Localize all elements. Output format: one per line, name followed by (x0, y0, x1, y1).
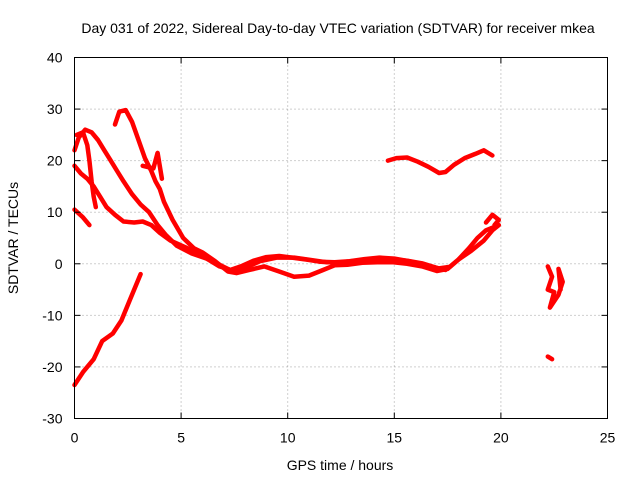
y-tick-label: -30 (42, 411, 62, 427)
axis-ticks: 0 5 10 15 20 25 -30 -20 -10 0 10 20 30 40 (42, 50, 615, 446)
x-tick-label: 5 (177, 430, 185, 446)
y-tick-label: 40 (47, 50, 63, 66)
data-series-arc-e (74, 130, 99, 210)
y-tick-label: -20 (42, 359, 62, 375)
grid (74, 57, 608, 419)
data-series-arc-i (483, 212, 502, 228)
plot-area (72, 107, 565, 388)
data-series-arc-g (140, 150, 165, 181)
data-series-arc-h (385, 148, 495, 176)
x-axis-label: GPS time / hours (287, 457, 394, 473)
y-tick-label: -10 (42, 307, 62, 323)
data-series-arc-d (72, 127, 495, 273)
data-series-arc-j (545, 264, 565, 310)
x-tick-label: 25 (600, 430, 616, 446)
data-series-arc-c (72, 163, 448, 273)
y-tick-label: 10 (47, 204, 63, 220)
plot-frame (74, 57, 608, 419)
chart-title: Day 031 of 2022, Sidereal Day-to-day VTE… (81, 20, 594, 36)
x-tick-label: 10 (280, 430, 296, 446)
x-tick-label: 20 (493, 430, 509, 446)
data-series-arc-k (545, 354, 555, 362)
y-tick-label: 20 (47, 153, 63, 169)
y-tick-label: 0 (55, 256, 63, 272)
y-axis-label: SDTVAR / TECUs (5, 182, 21, 294)
x-tick-label: 15 (387, 430, 403, 446)
y-tick-label: 30 (47, 101, 63, 117)
data-series-arc-a (72, 271, 143, 388)
data-series-arc-f (112, 107, 502, 279)
x-tick-label: 0 (71, 430, 79, 446)
